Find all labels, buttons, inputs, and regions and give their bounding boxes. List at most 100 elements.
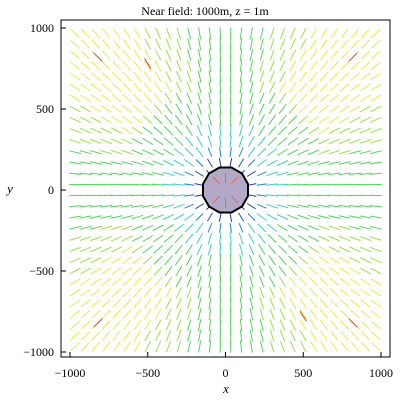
field-arrow [349,288,361,297]
field-arrow [349,161,362,165]
field-arrow [122,277,132,287]
field-arrow [269,286,276,299]
field-arrow [101,299,112,308]
field-arrow [239,275,243,288]
field-arrow [187,27,192,40]
x-axis-label: x [222,381,229,396]
field-arrow [258,114,266,126]
field-arrow [132,256,143,265]
field-arrow [176,308,182,320]
field-arrow [370,128,382,134]
field-arrow [186,265,193,277]
field-arrow [141,172,154,176]
field-arrow [162,194,175,197]
field-arrow [101,72,112,81]
field-arrow [349,172,362,175]
x-tick-label: 0 [223,366,229,380]
field-arrow [91,39,101,49]
field-arrow [339,127,351,134]
field-arrow [370,116,382,123]
field-arrow [208,286,212,299]
field-arrow [259,59,264,72]
field-arrow [173,148,184,157]
field-arrow [249,308,254,321]
field-arrow [208,59,212,72]
field-arrow [219,275,222,288]
field-arrow [91,28,101,39]
field-arrow [163,137,174,146]
field-arrow [101,83,112,92]
field-arrow [289,340,296,353]
field-arrow [165,27,172,40]
field-arrow [310,27,318,39]
field-arrow [298,115,309,125]
field-arrow [277,137,288,146]
field-arrow [328,149,341,155]
field-arrow [163,244,174,254]
field-arrow [162,204,175,209]
field-arrow [350,61,360,71]
field-arrow [152,214,164,220]
field-arrow [102,39,111,50]
field-arrow [249,329,253,342]
field-arrow [266,194,279,197]
field-arrow [69,257,81,264]
field-arrow [90,105,102,113]
field-arrow [90,299,101,308]
field-arrow [269,27,275,40]
field-arrow [318,225,330,231]
field-arrow [319,277,329,287]
field-arrow [132,277,142,287]
field-arrow [307,160,320,166]
field-arrow [186,81,192,94]
field-arrow [122,60,132,71]
field-arrow [338,194,351,197]
field-arrow [369,215,382,219]
field-arrow [90,94,102,103]
field-arrow [142,235,154,243]
field-arrow [197,275,202,288]
field-arrow [79,127,92,134]
field-arrow [339,267,350,275]
field-arrow [163,234,174,243]
field-arrow [359,267,371,275]
field-arrow [198,329,202,342]
field-arrow [268,244,277,255]
field-arrow [338,138,351,145]
field-arrow [229,264,232,278]
field-arrow [208,275,212,288]
field-arrow [309,277,319,287]
field-arrow [299,287,308,298]
field-arrow [289,49,297,61]
field-arrow [173,203,185,209]
field-arrow-strong [93,52,103,62]
field-arrow [269,297,275,310]
field-arrow [330,341,339,352]
field-arrow [143,71,152,82]
field-arrow [269,49,275,61]
field-arrow [298,266,308,276]
field-arrow [239,81,243,94]
field-arrow [173,223,184,232]
field-arrow [133,82,142,93]
field-arrow [175,103,183,115]
field-arrow [163,148,174,156]
field-arrow [100,235,113,242]
field-arrow [101,320,111,330]
field-arrow [79,161,92,165]
field-arrow [360,309,371,319]
field-arrow [197,49,202,61]
y-tick-label: 1000 [30,21,54,35]
field-arrow [100,138,113,145]
field-arrow [278,103,287,115]
field-arrow [359,139,372,144]
field-arrow [319,93,329,103]
field-arrow [80,50,91,60]
field-arrow [154,276,163,287]
field-arrow [89,215,102,219]
field-arrow-strong [93,318,103,328]
field-arrow [309,319,318,331]
field-arrow [100,150,113,155]
field-arrow [208,265,212,277]
field-arrow [208,81,212,94]
